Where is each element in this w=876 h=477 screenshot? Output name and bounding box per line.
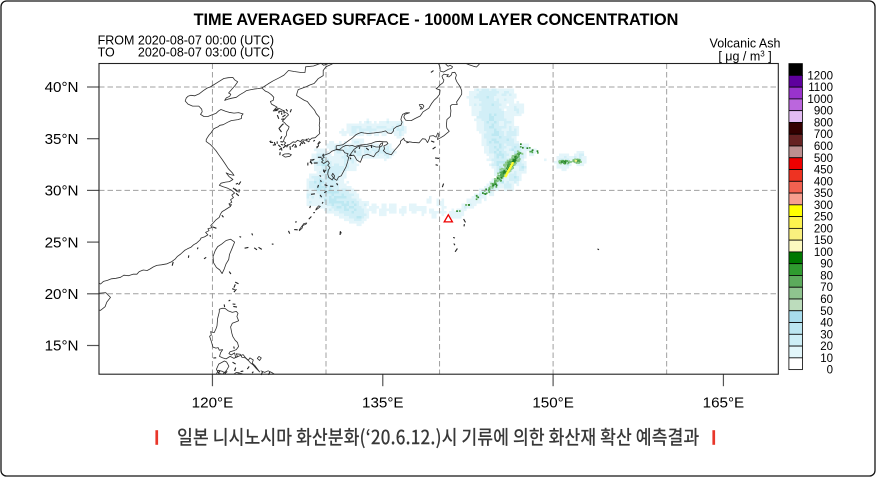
svg-text:120°E: 120°E [192,395,234,412]
svg-text:20: 20 [820,341,833,353]
svg-text:[ μg / m3 ]: [ μg / m3 ] [718,50,771,64]
svg-text:90: 90 [820,259,833,271]
svg-text:400: 400 [814,176,833,188]
svg-text:1000: 1000 [807,94,833,106]
svg-text:900: 900 [814,106,833,118]
svg-text:60: 60 [820,294,833,306]
svg-text:35°N: 35°N [45,131,79,148]
svg-text:TO: TO [98,46,115,60]
svg-text:450: 450 [814,165,833,177]
svg-text:30°N: 30°N [45,183,79,200]
svg-text:300: 300 [814,200,833,212]
svg-text:30: 30 [820,329,833,341]
svg-text:1100: 1100 [808,82,833,94]
svg-text:800: 800 [814,117,833,129]
svg-text:250: 250 [814,212,833,224]
svg-text:165°E: 165°E [703,395,745,412]
svg-text:2020-08-07 00:00 (UTC): 2020-08-07 00:00 (UTC) [138,34,274,48]
svg-text:700: 700 [814,129,833,141]
svg-text:1200: 1200 [807,70,833,82]
svg-text:150: 150 [814,235,833,247]
svg-text:600: 600 [814,141,833,153]
svg-text:25°N: 25°N [45,234,79,251]
svg-text:40: 40 [820,318,833,330]
svg-text:200: 200 [814,223,833,235]
svg-text:50: 50 [820,306,833,318]
svg-text:150°E: 150°E [532,395,574,412]
svg-text:Volcanic Ash: Volcanic Ash [710,37,781,51]
svg-text:2020-08-07 03:00 (UTC): 2020-08-07 03:00 (UTC) [138,46,274,60]
svg-text:80: 80 [820,270,833,282]
svg-text:0: 0 [827,365,833,377]
svg-text:350: 350 [814,188,833,200]
svg-text:70: 70 [820,282,833,294]
svg-text:FROM: FROM [98,34,135,48]
svg-text:20°N: 20°N [45,286,79,303]
svg-text:TIME AVERAGED SURFACE - 1000M: TIME AVERAGED SURFACE - 1000M LAYER CONC… [194,11,679,29]
svg-text:40°N: 40°N [45,79,79,96]
svg-text:10: 10 [820,353,833,365]
svg-text:15°N: 15°N [45,338,79,355]
svg-text:500: 500 [814,153,833,165]
svg-text:100: 100 [814,247,833,259]
svg-text:135°E: 135°E [362,395,404,412]
